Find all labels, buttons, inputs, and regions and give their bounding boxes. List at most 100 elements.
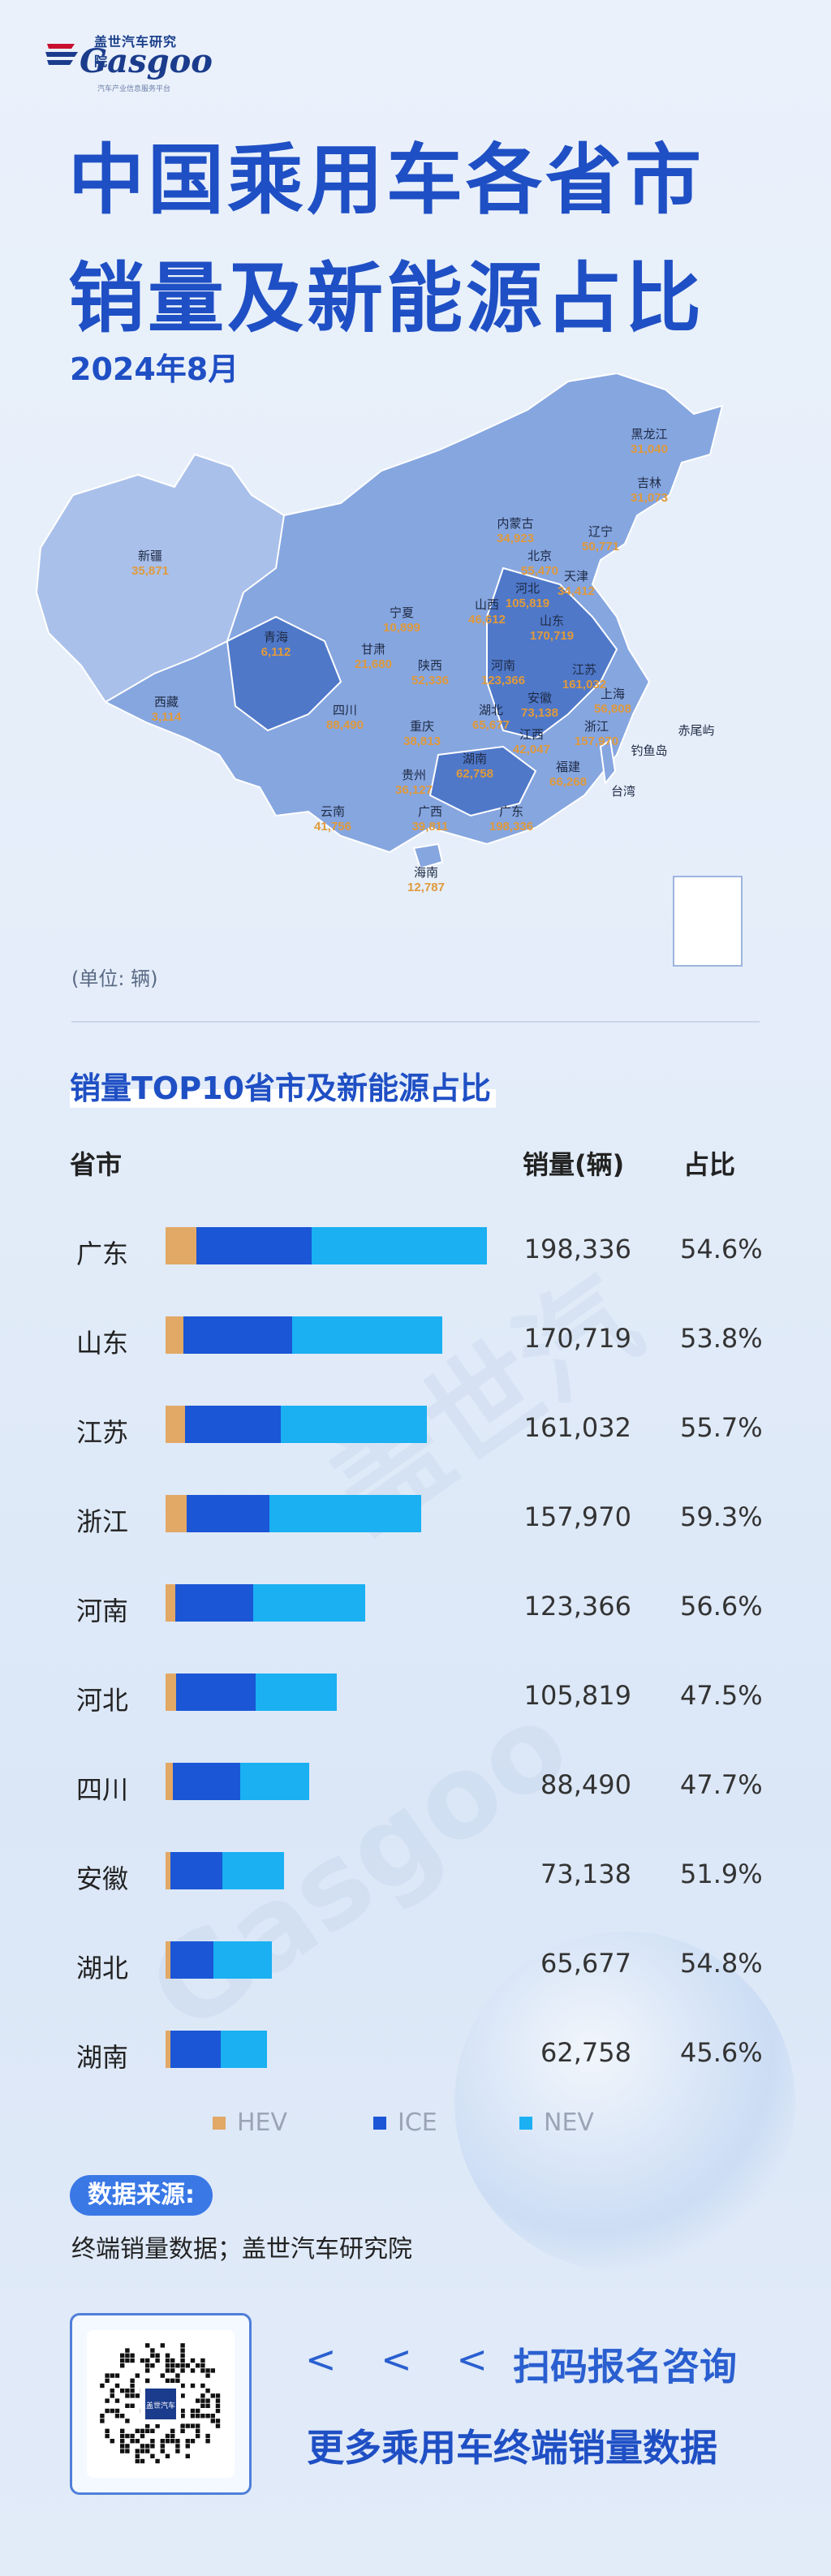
map-province-name: 贵州: [402, 769, 426, 782]
map-province-name: 宁夏: [390, 606, 414, 620]
south-sea-inset: [673, 876, 743, 967]
row-province-name: 广东: [76, 1238, 129, 1269]
legend-nev-label: NEV: [544, 2109, 594, 2137]
map-province-name: 重庆: [410, 720, 434, 734]
bar-segment-ice: [172, 1763, 241, 1800]
row-province-name: 湖南: [76, 2042, 129, 2073]
table-row: 湖南 62,758 45.6%: [0, 2013, 831, 2102]
map-province-value: 56,808: [594, 702, 631, 716]
row-province-name: 江苏: [76, 1417, 129, 1448]
row-nev-share: 51.9%: [680, 1859, 763, 1889]
legend-ice-swatch: [373, 2117, 386, 2130]
map-province-value: 10,899: [383, 621, 420, 635]
row-sales-value: 198,336: [523, 1234, 631, 1264]
bar-segment-hev: [166, 1584, 175, 1622]
map-province-value: 46,612: [468, 613, 506, 627]
row-nev-share: 47.7%: [680, 1769, 763, 1800]
chart-legend: HEV ICE NEV: [0, 2107, 831, 2139]
bar-segment-hev: [166, 1941, 170, 1979]
map-province-name: 黑龙江: [631, 428, 667, 442]
unit-note: (单位: 辆): [71, 967, 158, 990]
row-province-name: 四川: [76, 1774, 129, 1805]
map-province-value: 55,470: [521, 564, 558, 578]
bar-segment-ice: [183, 1316, 292, 1354]
map-province-name: 海南: [414, 866, 438, 880]
source-text: 终端销量数据；盖世汽车研究院: [71, 2235, 412, 2264]
bar-segment-ice: [170, 2031, 221, 2068]
hainan-island: [412, 842, 444, 870]
row-province-name: 安徽: [76, 1863, 129, 1894]
map-province-name: 台湾: [611, 785, 635, 799]
stacked-bar: [166, 1406, 427, 1443]
cta-more-data-text: 更多乘用车终端销量数据: [307, 2426, 717, 2470]
map-province-value: 62,758: [456, 767, 493, 781]
legend-hev-label: HEV: [237, 2109, 288, 2137]
map-province-name: 吉林: [637, 476, 661, 490]
stacked-bar: [166, 1763, 309, 1800]
bar-segment-ice: [175, 1674, 256, 1711]
bar-segment-hev: [166, 1316, 183, 1354]
east-region-shade: [486, 566, 618, 740]
row-sales-value: 73,138: [540, 1859, 631, 1889]
section-title: 销量TOP10省市及新能源占比: [70, 1063, 496, 1108]
map-province-name: 赤尾屿: [678, 724, 714, 738]
column-header-sales: 销量(辆): [523, 1149, 625, 1180]
map-province-name: 甘肃: [361, 643, 385, 657]
row-nev-share: 54.6%: [680, 1234, 763, 1264]
bar-segment-hev: [166, 1406, 185, 1443]
map-province-value: 31,040: [631, 442, 668, 456]
stacked-bar: [166, 1495, 422, 1532]
table-row: 安徽 73,138 51.9%: [0, 1834, 831, 1923]
map-province-value: 88,490: [326, 718, 364, 732]
legend-nev-swatch: [519, 2117, 532, 2130]
map-province-value: 161,032: [562, 678, 606, 691]
row-province-name: 湖北: [76, 1953, 129, 1984]
map-province-value: 198,336: [489, 820, 533, 834]
map-province-value: 36,127: [395, 783, 433, 797]
map-province-value: 21,680: [355, 657, 392, 671]
row-nev-share: 47.5%: [680, 1680, 763, 1711]
stacked-bar: [166, 1674, 338, 1711]
stacked-bar: [166, 1316, 442, 1354]
brand-slogan: 汽车产业信息服务平台: [97, 85, 171, 93]
column-header-share: 占比: [683, 1149, 736, 1180]
row-sales-value: 157,970: [523, 1501, 631, 1532]
map-province-value: 170,719: [530, 629, 574, 643]
map-province-name: 北京: [527, 549, 552, 563]
map-province-name: 辽宁: [588, 525, 613, 539]
map-province-value: 34,412: [558, 584, 595, 598]
qr-caption: 盖世汽车: [146, 2401, 175, 2410]
gasgoo-logo-icon: [45, 44, 78, 65]
map-province-value: 73,138: [521, 706, 558, 720]
brand-en-name: Gasgoo: [80, 42, 213, 80]
legend-ice-label: ICE: [398, 2109, 437, 2137]
bar-segment-nev: [220, 2031, 268, 2068]
map-province-name: 江苏: [572, 663, 596, 677]
row-nev-share: 53.8%: [680, 1323, 763, 1354]
qr-code-icon[interactable]: 盖世汽车: [87, 2330, 235, 2478]
map-province-value: 3,114: [152, 710, 182, 724]
row-province-name: 山东: [76, 1328, 129, 1359]
column-header-province: 省市: [70, 1149, 123, 1180]
row-sales-value: 170,719: [523, 1323, 631, 1354]
bar-segment-hev: [166, 2031, 170, 2068]
bar-segment-nev: [269, 1495, 422, 1532]
bar-segment-hev: [166, 1227, 196, 1264]
map-province-value: 34,923: [497, 532, 534, 545]
bar-segment-ice: [170, 1852, 223, 1889]
bar-segment-ice: [174, 1584, 253, 1622]
bar-segment-nev: [222, 1852, 285, 1889]
row-nev-share: 56.6%: [680, 1591, 763, 1622]
map-province-name: 钓鱼岛: [631, 743, 667, 758]
table-row: 河南 123,366 56.6%: [0, 1566, 831, 1656]
map-province-name: 天津: [564, 570, 588, 584]
map-province-name: 湖北: [479, 704, 503, 717]
row-nev-share: 59.3%: [680, 1501, 763, 1532]
map-province-name: 四川: [333, 704, 357, 717]
bar-segment-ice: [186, 1495, 269, 1532]
brand-logo: 盖世汽车研究院 Gasgoo 汽车产业信息服务平台: [42, 29, 213, 93]
row-sales-value: 88,490: [540, 1769, 631, 1800]
qr-code-frame[interactable]: 盖世汽车: [70, 2313, 252, 2495]
map-province-value: 31,073: [631, 491, 668, 505]
